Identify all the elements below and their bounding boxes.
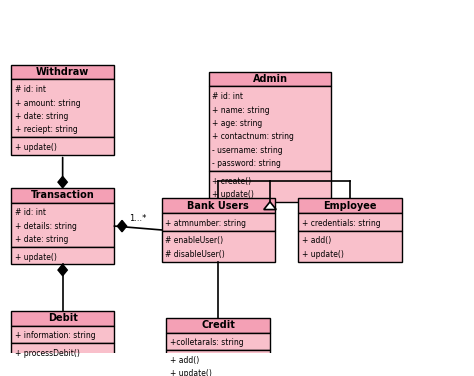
Text: + name: string: + name: string [212,106,270,115]
Text: +colletarals: string: +colletarals: string [170,338,244,347]
Text: # enableUser(): # enableUser() [165,237,224,246]
Text: + contactnum: string: + contactnum: string [212,132,294,141]
Text: + update(): + update() [15,253,56,262]
Text: Bank Users: Bank Users [187,201,249,211]
Text: # disableUser(): # disableUser() [165,250,225,259]
FancyBboxPatch shape [298,213,402,230]
FancyBboxPatch shape [11,311,115,326]
Text: + atmnumber: string: + atmnumber: string [165,219,246,228]
Text: Debit: Debit [48,313,78,323]
Text: Withdraw: Withdraw [36,67,89,77]
Text: Transaction: Transaction [31,190,94,200]
Text: # id: int: # id: int [15,208,46,217]
Text: + date: string: + date: string [15,235,68,244]
FancyBboxPatch shape [209,171,331,202]
Text: Employee: Employee [323,201,377,211]
Text: # id: int: # id: int [15,85,46,94]
Text: + reciept: string: + reciept: string [15,125,77,134]
FancyBboxPatch shape [11,326,115,343]
Polygon shape [118,220,127,232]
Text: + credentials: string: + credentials: string [302,219,381,228]
Text: + age: string: + age: string [212,119,263,128]
Text: + date: string: + date: string [15,112,68,121]
Text: Credit: Credit [201,320,235,330]
Text: + update(): + update() [212,190,255,199]
FancyBboxPatch shape [162,230,275,262]
FancyBboxPatch shape [11,203,115,247]
Text: + update(): + update() [15,143,56,152]
Text: # id: int: # id: int [212,92,244,101]
FancyBboxPatch shape [162,198,275,213]
FancyBboxPatch shape [298,230,402,262]
FancyBboxPatch shape [298,198,402,213]
Text: + information: string: + information: string [15,331,95,340]
Polygon shape [58,264,67,276]
FancyBboxPatch shape [11,188,115,203]
Text: + create(): + create() [212,177,252,186]
FancyBboxPatch shape [209,86,331,171]
Text: + add(): + add() [170,356,200,365]
Text: + processDebit(): + processDebit() [15,349,80,358]
FancyBboxPatch shape [209,72,331,86]
Text: + add(): + add() [302,237,331,246]
FancyBboxPatch shape [11,137,115,155]
Text: 1...*: 1...* [129,214,147,223]
FancyBboxPatch shape [166,333,270,350]
Text: + update(): + update() [302,250,344,259]
FancyBboxPatch shape [162,213,275,230]
Text: Admin: Admin [253,74,288,84]
Text: + amount: string: + amount: string [15,99,80,108]
Polygon shape [58,176,67,188]
FancyBboxPatch shape [166,350,270,376]
Text: + details: string: + details: string [15,221,76,230]
FancyBboxPatch shape [166,318,270,333]
FancyBboxPatch shape [11,65,115,79]
FancyBboxPatch shape [11,343,115,361]
FancyBboxPatch shape [11,79,115,137]
Polygon shape [264,202,276,209]
Text: + update(): + update() [170,369,212,376]
Text: - password: string: - password: string [212,159,282,168]
FancyBboxPatch shape [11,247,115,264]
Text: - username: string: - username: string [212,146,283,155]
